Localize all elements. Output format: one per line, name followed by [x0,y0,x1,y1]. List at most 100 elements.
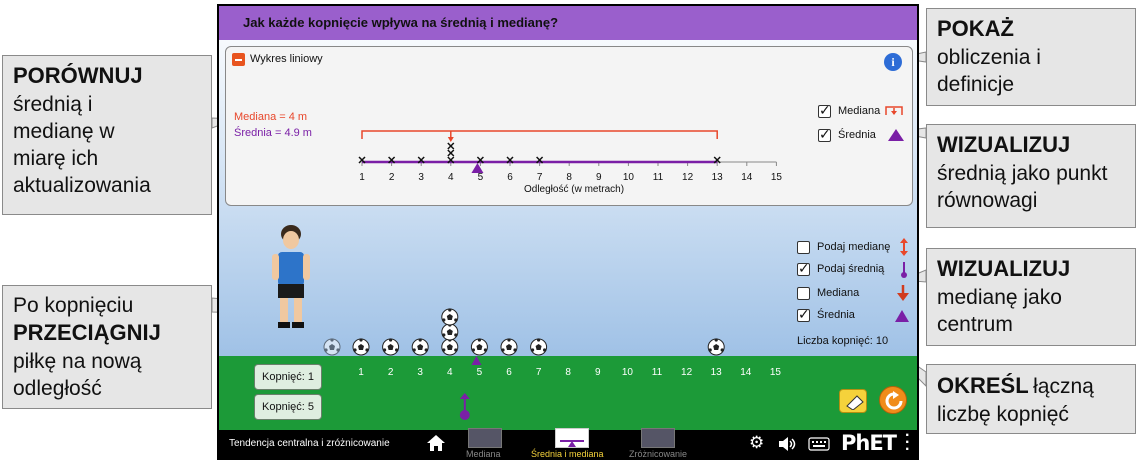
median-arrow-icon [897,285,909,301]
callout-compare: PORÓWNUJ średnią i medianę w miarę ich a… [2,55,212,215]
field-tick-label: 7 [536,367,542,378]
predict-mean-icon [901,262,907,278]
collapse-button[interactable] [232,53,245,66]
kick-1-button[interactable]: Kopnięć: 1 [254,364,322,390]
callout-count-bold: OKREŚL [937,373,1029,398]
plot-data-point [358,156,366,164]
field-ball [411,338,429,356]
keyboard-icon[interactable] [808,437,830,451]
ball-start [323,338,341,356]
field-mean-marker [471,356,482,365]
callout-drag: Po kopnięciu PRZECIĄGNIJ piłkę na nową o… [2,285,212,409]
predict-median-checkbox[interactable] [797,241,810,254]
field-tick-label: 12 [681,367,693,378]
callout-visualize-mean-text: średnią jako punkt równowagi [937,161,1108,212]
screen-median-tab[interactable] [468,428,502,448]
phet-logo[interactable]: PhET [841,431,897,455]
mean-triangle-icon [888,129,904,141]
mean-label: Średnia [817,309,855,321]
plot-data-point [447,149,455,157]
median-arrow-head [447,137,454,142]
callout-visualize-median-text: medianę jako centrum [937,285,1062,336]
callout-count-text1: łączną [1033,375,1094,398]
callout-visualize-mean: WIZUALIZUJ średnią jako punkt równowagi [926,124,1136,228]
callout-visualize-median-bold: WIZUALIZUJ [937,256,1071,281]
plot-tick-label: 10 [623,172,635,183]
field-number-line: 1 2 3 4 5 6 7 8 9 10 11 12 13 14 15 [323,308,782,420]
callout-visualize-median: WIZUALIZUJ medianę jako centrum [926,248,1136,346]
plot-tick-label: 12 [682,172,694,183]
predict-median-icon [900,238,908,256]
callout-visualize-mean-bold: WIZUALIZUJ [937,132,1071,157]
screen-variability-label: Zróżnicowanie [629,449,688,459]
sound-icon[interactable] [777,436,797,452]
callout-show: POKAŻ obliczenia i definicje [926,8,1136,106]
median-bracket [361,130,718,139]
mean-plot-checkbox[interactable] [818,126,831,143]
panel-title: Wykres liniowy [250,53,323,65]
soccer-field [219,356,917,434]
plot-tick-label: 13 [712,172,724,183]
plot-tick-label: 2 [389,172,395,183]
reset-all-button[interactable] [879,386,907,414]
field-tick-label: 14 [740,367,752,378]
field-tick-label: 13 [711,367,723,378]
field-ball [352,338,370,356]
callout-compare-bold: PORÓWNUJ [13,63,143,88]
predict-mean-handle [459,410,470,420]
question-text: Jak każde kopnięcie wpływa na średnią i … [243,15,559,30]
plot-data-point [713,156,721,164]
plot-tick-label: 8 [566,172,572,183]
plot-data-point [417,156,425,164]
plot-data-point [388,156,396,164]
info-icon[interactable]: i [884,53,902,71]
kick-5-button[interactable]: Kopnięć: 5 [254,394,322,420]
field-ball [441,338,459,356]
home-icon[interactable] [426,434,446,452]
plot-tick-label: 14 [741,172,753,183]
navigation-bar: Tendencja centralna i zróżnicowanie Medi… [219,427,917,459]
field-ball [707,338,725,356]
median-value-text: Mediana = 4 m [234,111,308,123]
callout-compare-text: średnią i medianę w miarę ich aktualizow… [13,92,151,198]
screen-mean-median-label: Średnia i mediana [531,449,604,459]
median-plot-checkbox[interactable] [818,102,831,119]
screen-variability-tab[interactable] [641,428,675,448]
mean-balance-marker [471,163,484,173]
field-tick-label: 15 [770,367,782,378]
question-bar: Jak każde kopnięcie wpływa na średnią i … [219,6,917,40]
plot-tick-label: 4 [448,172,454,183]
screen-mean-median-tab[interactable] [555,428,589,448]
plot-tick-label: 7 [537,172,543,183]
line-plot-panel: Wykres liniowy i Mediana = 4 m Średnia =… [225,46,913,206]
field-tick-label: 4 [447,367,453,378]
median-bracket-icon [885,106,903,115]
field-tick-label: 1 [358,367,364,378]
field-tick-label: 3 [417,367,423,378]
balance-icon [560,440,584,447]
field-ball [500,338,518,356]
eraser-icon [846,395,864,410]
eraser-button[interactable] [839,389,867,413]
dot-plot: 1 2 3 4 5 6 7 8 9 10 11 12 13 14 15 [358,130,782,183]
settings-gear-icon[interactable]: ⚙ [749,433,765,453]
field-ball [382,338,400,356]
median-checkbox[interactable] [797,287,810,300]
plot-data-point [476,156,484,164]
kick-count-text: Liczba kopnięć: 10 [797,335,889,347]
predict-mean-checkbox[interactable] [797,260,810,277]
callout-count-text2: liczbę kopnięć [937,403,1069,427]
callout-count: OKREŚL łączną liczbę kopnięć [926,364,1136,434]
plot-tick-label: 6 [507,172,513,183]
mean-checkbox[interactable] [797,306,810,323]
sim-title: Tendencja centralna i zróżnicowanie [229,438,390,449]
menu-dots-icon[interactable]: · · · [905,427,911,458]
plot-tick-label: 3 [418,172,424,183]
callout-drag-text1: Po kopnięciu [13,294,134,317]
plot-tick-label: 11 [653,172,664,183]
field-tick-label: 8 [565,367,571,378]
field-ball [441,308,459,326]
plot-data-point [506,156,514,164]
predict-mean-arrowhead [459,393,470,399]
mean-plot-label: Średnia [838,129,876,141]
